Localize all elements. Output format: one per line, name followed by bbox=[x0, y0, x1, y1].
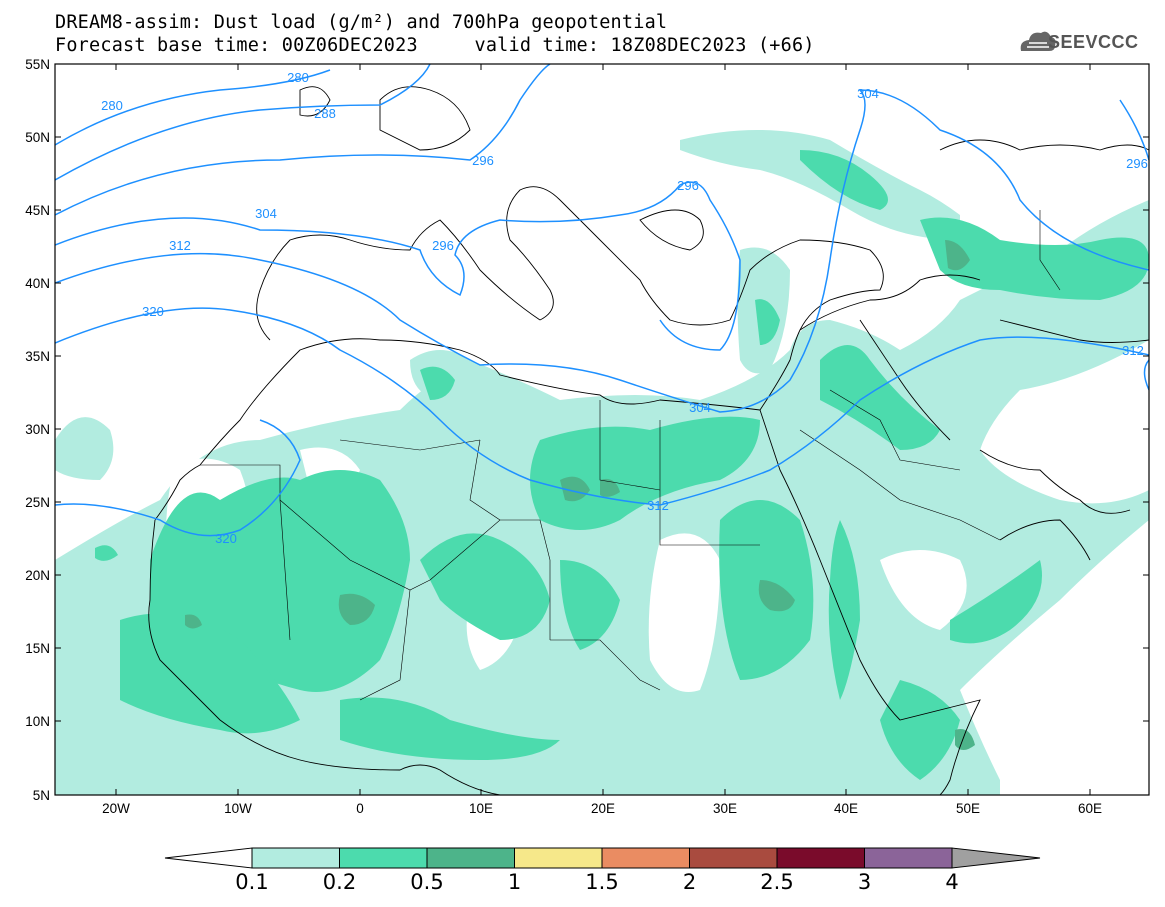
grid-ticks bbox=[55, 63, 1149, 796]
lat-label: 10N bbox=[25, 714, 50, 729]
contour-label: 280 bbox=[287, 70, 309, 85]
colorbar-label: 2 bbox=[682, 870, 697, 894]
contour-label: 312 bbox=[169, 238, 191, 253]
lat-label: 25N bbox=[25, 495, 50, 510]
lon-label: 20E bbox=[591, 801, 615, 816]
seevccc-logo: SEEVCCC bbox=[1048, 32, 1139, 52]
lat-label: 45N bbox=[25, 203, 50, 218]
colorbar-left-arrow bbox=[164, 847, 253, 869]
contour-label: 288 bbox=[314, 106, 336, 121]
colorbar-label: 0.2 bbox=[322, 870, 357, 894]
contour-label: 320 bbox=[142, 304, 164, 319]
colorbar-swatch bbox=[251, 847, 340, 869]
lon-label: 30E bbox=[713, 801, 737, 816]
country-borders bbox=[200, 210, 1061, 701]
latitude-labels: 55N 50N 45N 40N 35N 30N 25N 20N 15N 10N 5N bbox=[25, 57, 50, 803]
contour-labels: 280 280 288 296 296 296 304 304 304 312 312 312 320 3… bbox=[101, 70, 1148, 546]
colorbar bbox=[164, 847, 1041, 869]
colorbar-label: 0.1 bbox=[235, 870, 269, 894]
contour-label: 296 bbox=[1126, 156, 1148, 171]
dust-shading bbox=[55, 130, 1149, 795]
colorbar-swatch bbox=[864, 847, 953, 869]
colorbar-swatch bbox=[689, 847, 778, 869]
contour-label: 296 bbox=[677, 178, 699, 193]
colorbar-label: 1 bbox=[507, 870, 522, 894]
lat-label: 15N bbox=[25, 641, 50, 656]
colorbar-swatch bbox=[601, 847, 690, 869]
colorbar-label: 2.5 bbox=[760, 870, 794, 894]
colorbar-swatch bbox=[339, 847, 428, 869]
contour-label: 296 bbox=[472, 153, 494, 168]
lat-label: 55N bbox=[25, 57, 50, 72]
lon-label: 40E bbox=[834, 801, 858, 816]
lat-label: 35N bbox=[25, 349, 50, 364]
colorbar-label: 3 bbox=[857, 870, 872, 894]
contour-label: 304 bbox=[689, 400, 711, 415]
lon-label: 0 bbox=[356, 801, 364, 816]
contour-label: 312 bbox=[647, 498, 669, 513]
colorbar-label: 4 bbox=[945, 870, 959, 894]
coastlines bbox=[148, 86, 1149, 795]
forecast-time: Forecast base time: 00Z06DEC2023 valid t… bbox=[55, 35, 815, 56]
contour-label: 312 bbox=[1122, 343, 1144, 358]
lat-label: 5N bbox=[33, 788, 50, 803]
lon-label: 50E bbox=[956, 801, 980, 816]
geopotential-contours bbox=[55, 64, 1149, 537]
longitude-labels: 20W 10W 0 10E 20E 30E 40E 50E 60E bbox=[102, 801, 1102, 816]
colorbar-label: 0.5 bbox=[410, 870, 444, 894]
colorbar-swatch bbox=[514, 847, 603, 869]
lat-label: 40N bbox=[25, 276, 50, 291]
colorbar-swatch bbox=[426, 847, 515, 869]
contour-label: 304 bbox=[857, 86, 879, 101]
lat-label: 20N bbox=[25, 568, 50, 583]
colorbar-label: 1.5 bbox=[585, 870, 619, 894]
colorbar-swatch bbox=[776, 847, 865, 869]
map-title: DREAM8-assim: Dust load (g/m²) and 700hP… bbox=[55, 12, 668, 33]
lat-label: 50N bbox=[25, 130, 50, 145]
contour-label: 280 bbox=[101, 98, 123, 113]
lat-label: 30N bbox=[25, 422, 50, 437]
lon-label: 60E bbox=[1078, 801, 1102, 816]
contour-label: 320 bbox=[215, 531, 237, 546]
colorbar-right-arrow bbox=[951, 847, 1041, 869]
contour-label: 296 bbox=[432, 238, 454, 253]
cloud-icon bbox=[1020, 31, 1056, 51]
lon-label: 10E bbox=[469, 801, 493, 816]
contour-label: 304 bbox=[255, 206, 277, 221]
lon-label: 20W bbox=[102, 801, 130, 816]
lon-label: 10W bbox=[224, 801, 252, 816]
